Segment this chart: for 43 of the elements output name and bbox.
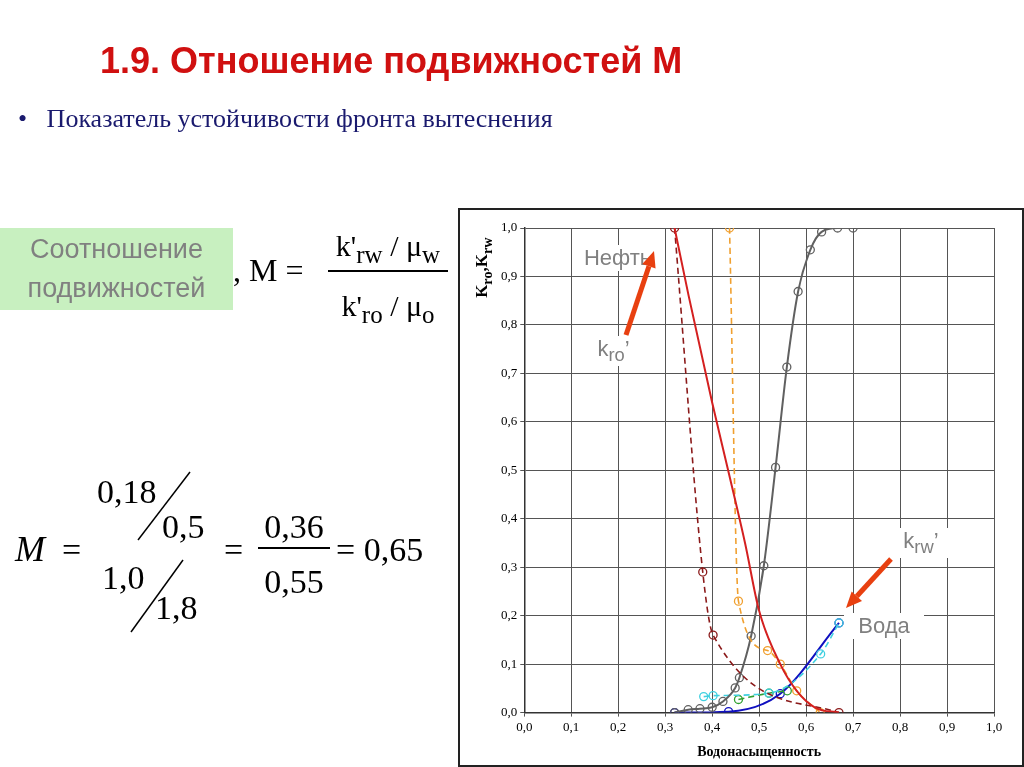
text: 0,5: [162, 506, 205, 547]
y-tick-label: 0,1: [501, 655, 518, 671]
text: Соотношение подвижностей: [0, 228, 233, 310]
y-tick-label: 0,0: [501, 704, 518, 720]
y-tick-label: 0,2: [501, 607, 518, 623]
x-tick-label: 0,6: [797, 718, 815, 734]
y-tick-label: 0,7: [501, 364, 518, 380]
text: 1,8: [155, 587, 198, 628]
y-tick-label: 0,4: [501, 510, 518, 526]
x-tick-label: 0,2: [610, 718, 627, 734]
x-tick-label: 1,0: [985, 718, 1003, 734]
annotation: Вода: [843, 612, 924, 639]
text: M: [15, 528, 45, 572]
x-tick-label: 0,1: [563, 718, 580, 734]
chart-title: 1.9. Отношение подвижностей M: [100, 40, 683, 82]
y-tick-label: 0,6: [501, 413, 518, 429]
y-tick-label: 1,0: [501, 219, 518, 235]
annotation: Нефть: [577, 244, 658, 271]
text: =: [224, 529, 244, 570]
x-tick-label: 0,4: [704, 718, 721, 734]
x-tick-label: 0,7: [844, 718, 862, 734]
y-tick-label: 0,9: [501, 267, 518, 283]
y-tick-label: 0,8: [501, 316, 518, 332]
x-tick-label: 0,8: [891, 718, 909, 734]
text: • Показатель устойчивости фронта вытеснения: [18, 104, 553, 134]
x-tick-label: 0,5: [751, 718, 768, 734]
text: 0,36: [258, 506, 330, 550]
x-axis-title: Водонасыщенность: [697, 744, 822, 760]
text: , M =: [233, 250, 304, 290]
text: k'$_{ro}$ / μ$_{o}$: [340, 288, 436, 330]
text: k'$_{rw}$ / μ$_{w}$: [328, 228, 448, 272]
text: 1,0: [102, 557, 145, 598]
text: =: [62, 529, 82, 570]
x-tick-label: 0,9: [938, 718, 956, 734]
y-tick-label: 0,3: [501, 558, 518, 574]
annotation: k$_{ro}$’: [573, 335, 654, 367]
text: 0,55: [263, 561, 325, 602]
text: = 0,65: [336, 529, 424, 570]
annotation: k$_{rw}$’: [880, 527, 961, 558]
x-tick-label: 0,0: [516, 718, 533, 734]
text: 0,18: [97, 471, 157, 512]
x-tick-label: 0,3: [657, 718, 674, 734]
y-tick-label: 0,5: [501, 461, 518, 477]
